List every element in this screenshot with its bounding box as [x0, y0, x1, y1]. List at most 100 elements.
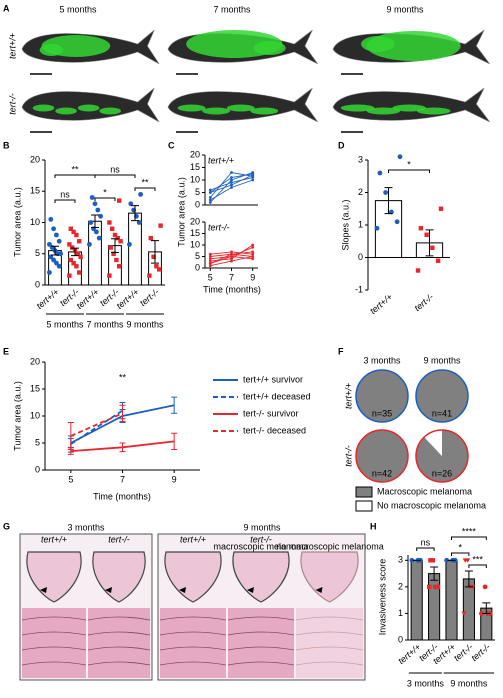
- data-point: [418, 226, 424, 231]
- data-point: [92, 201, 98, 207]
- arrowhead: [105, 587, 112, 593]
- x-tick-label: tert+/+: [74, 287, 100, 311]
- pie-ring: [415, 429, 469, 483]
- y-axis-label: Invasiveness score: [377, 559, 387, 636]
- n-label: n=35: [372, 408, 392, 418]
- data-point: [157, 267, 162, 272]
- data-point: [68, 226, 73, 231]
- column-label: 5 months: [59, 4, 97, 14]
- significance-label: ns: [60, 189, 70, 199]
- data-point: [77, 270, 82, 275]
- data-point: [374, 225, 380, 231]
- tissue-streak: [295, 661, 364, 666]
- data-point: [479, 611, 484, 616]
- significance-label: *: [458, 542, 462, 552]
- legend-swatch: [355, 486, 373, 498]
- error-bar: [171, 432, 178, 450]
- significance-bracket: [416, 547, 435, 551]
- y-tick-label: 20: [30, 356, 40, 366]
- data-point: [251, 250, 255, 254]
- data-point: [377, 170, 383, 176]
- significance-bracket: [94, 174, 136, 178]
- tissue-streak: [21, 616, 87, 621]
- y-tick-label: 5: [35, 248, 40, 258]
- annotation: **: [119, 372, 127, 382]
- tissue-streak: [87, 631, 151, 636]
- data-point: [424, 232, 429, 237]
- pie-slice: [416, 370, 468, 422]
- panel-label: E: [3, 346, 9, 356]
- error-bar: [482, 602, 491, 614]
- pie-slice: [356, 430, 408, 482]
- tissue-section: [300, 551, 359, 603]
- data-point: [394, 219, 400, 225]
- x-tick-label: tert-/-: [412, 292, 435, 313]
- row-label: tert+/+: [343, 383, 353, 409]
- data-point: [461, 611, 467, 616]
- data-point: [427, 584, 432, 590]
- fluorescence: [417, 107, 451, 115]
- legend-label: tert-/- survivor: [243, 408, 299, 418]
- data-point: [208, 188, 212, 192]
- tissue-streak: [227, 646, 295, 651]
- data-point: [147, 273, 152, 278]
- group-label: 9 months: [450, 678, 488, 688]
- data-point: [74, 264, 79, 269]
- group-label: 5 months: [46, 319, 84, 329]
- fluorescence: [226, 104, 255, 112]
- tissue-section: [92, 551, 146, 603]
- x-axis-label: Time (months): [203, 284, 261, 294]
- column-label: 3 months: [363, 355, 401, 365]
- fish-image: [21, 29, 160, 65]
- y-tick-label: 0: [398, 634, 403, 644]
- data-point: [67, 242, 72, 247]
- data-point: [71, 229, 76, 235]
- tissue-streak: [295, 646, 364, 651]
- genotype-label: tert-/-: [250, 534, 272, 544]
- data-point: [75, 251, 80, 256]
- data-point: [383, 190, 389, 195]
- x-tick-label: 9: [172, 474, 177, 484]
- data-point: [47, 270, 52, 275]
- error-bar: [71, 247, 79, 257]
- panel-label: D: [338, 140, 345, 150]
- y-tick-label: 2: [358, 187, 363, 197]
- data-point: [148, 235, 153, 241]
- data-point: [128, 201, 134, 207]
- significance-label: ns: [110, 164, 120, 174]
- arrowhead: [40, 587, 47, 593]
- data-point: [78, 254, 83, 260]
- x-axis-label: Time (months): [93, 491, 151, 501]
- data-point: [67, 273, 72, 278]
- fluorescence: [250, 107, 279, 115]
- row-label: tert-/-: [343, 445, 353, 467]
- pie-ring: [355, 429, 409, 483]
- y-axis-label: Slopes (a.u.): [340, 199, 350, 250]
- y-axis-label: Tumor area (a.u.): [12, 381, 22, 451]
- y-tick-label: 15: [190, 162, 200, 172]
- series-line: [70, 409, 123, 445]
- significance-label: *: [103, 187, 107, 197]
- data-point: [208, 196, 212, 199]
- data-point: [428, 558, 433, 563]
- data-point: [251, 255, 255, 258]
- y-tick-label: 2: [398, 581, 403, 591]
- tissue-streak: [87, 646, 151, 651]
- data-point: [77, 239, 82, 244]
- subtitle: macroscopic melanoma: [213, 541, 308, 551]
- data-point: [230, 255, 233, 258]
- data-point: [110, 226, 115, 231]
- data-point: [107, 220, 112, 225]
- data-point: [95, 207, 101, 213]
- data-point: [230, 252, 233, 256]
- genotype-label: tert-/-: [108, 534, 130, 544]
- data-point: [117, 198, 122, 203]
- tissue-streak: [159, 616, 227, 621]
- data-point: [230, 181, 233, 184]
- pie-slice: [356, 370, 408, 422]
- tissue-zoom: [160, 608, 226, 678]
- data-point: [251, 243, 255, 247]
- data-point: [208, 257, 212, 261]
- fluorescence: [99, 107, 121, 115]
- column-label: 9 months: [423, 355, 461, 365]
